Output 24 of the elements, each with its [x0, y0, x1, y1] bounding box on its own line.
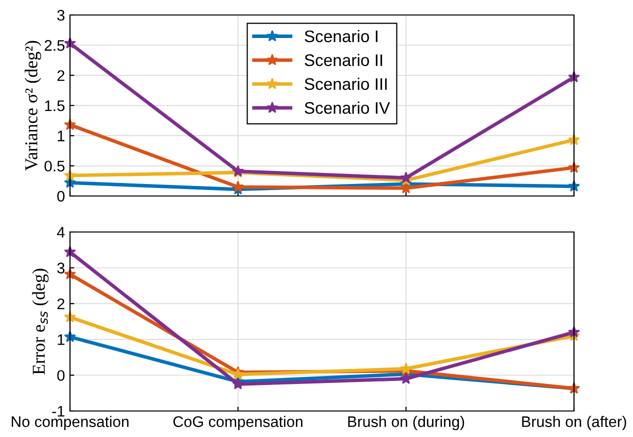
- legend-label: Scenario IV: [304, 102, 390, 114]
- x-tick-label: No compensation: [12, 416, 128, 430]
- y-tick-label: 1: [58, 334, 64, 345]
- y-tick-label: 2.5: [44, 40, 64, 51]
- y-tick-label: 1.5: [45, 100, 64, 112]
- legend-label: Scenario II: [304, 54, 382, 66]
- y-tick-label: 0: [57, 370, 65, 381]
- y-tick-label: 1: [58, 130, 64, 142]
- legend-label: Scenario III: [304, 78, 387, 90]
- x-tick-label: Brush on (during): [348, 416, 464, 430]
- y-tick-label: -1: [52, 406, 64, 417]
- legend-label: Scenario I: [304, 30, 378, 42]
- y-tick-label: 0: [57, 190, 65, 202]
- y-tick-label: 2: [57, 298, 64, 310]
- x-tick-label: CoG compensation: [173, 416, 302, 430]
- y-tick-label: 3: [57, 10, 64, 21]
- x-tick-label: Brush on (after): [522, 416, 626, 430]
- y-axis-title: Error e$_{ss}$ (deg): [32, 268, 49, 375]
- y-tick-label: 4: [56, 227, 65, 238]
- y-tick-label: 0.5: [44, 160, 64, 172]
- y-axis-title: Variance σ² (deg²): [24, 40, 42, 171]
- point: [232, 378, 244, 390]
- y-tick-label: 2: [57, 70, 64, 81]
- y-tick-label: 3: [57, 262, 64, 274]
